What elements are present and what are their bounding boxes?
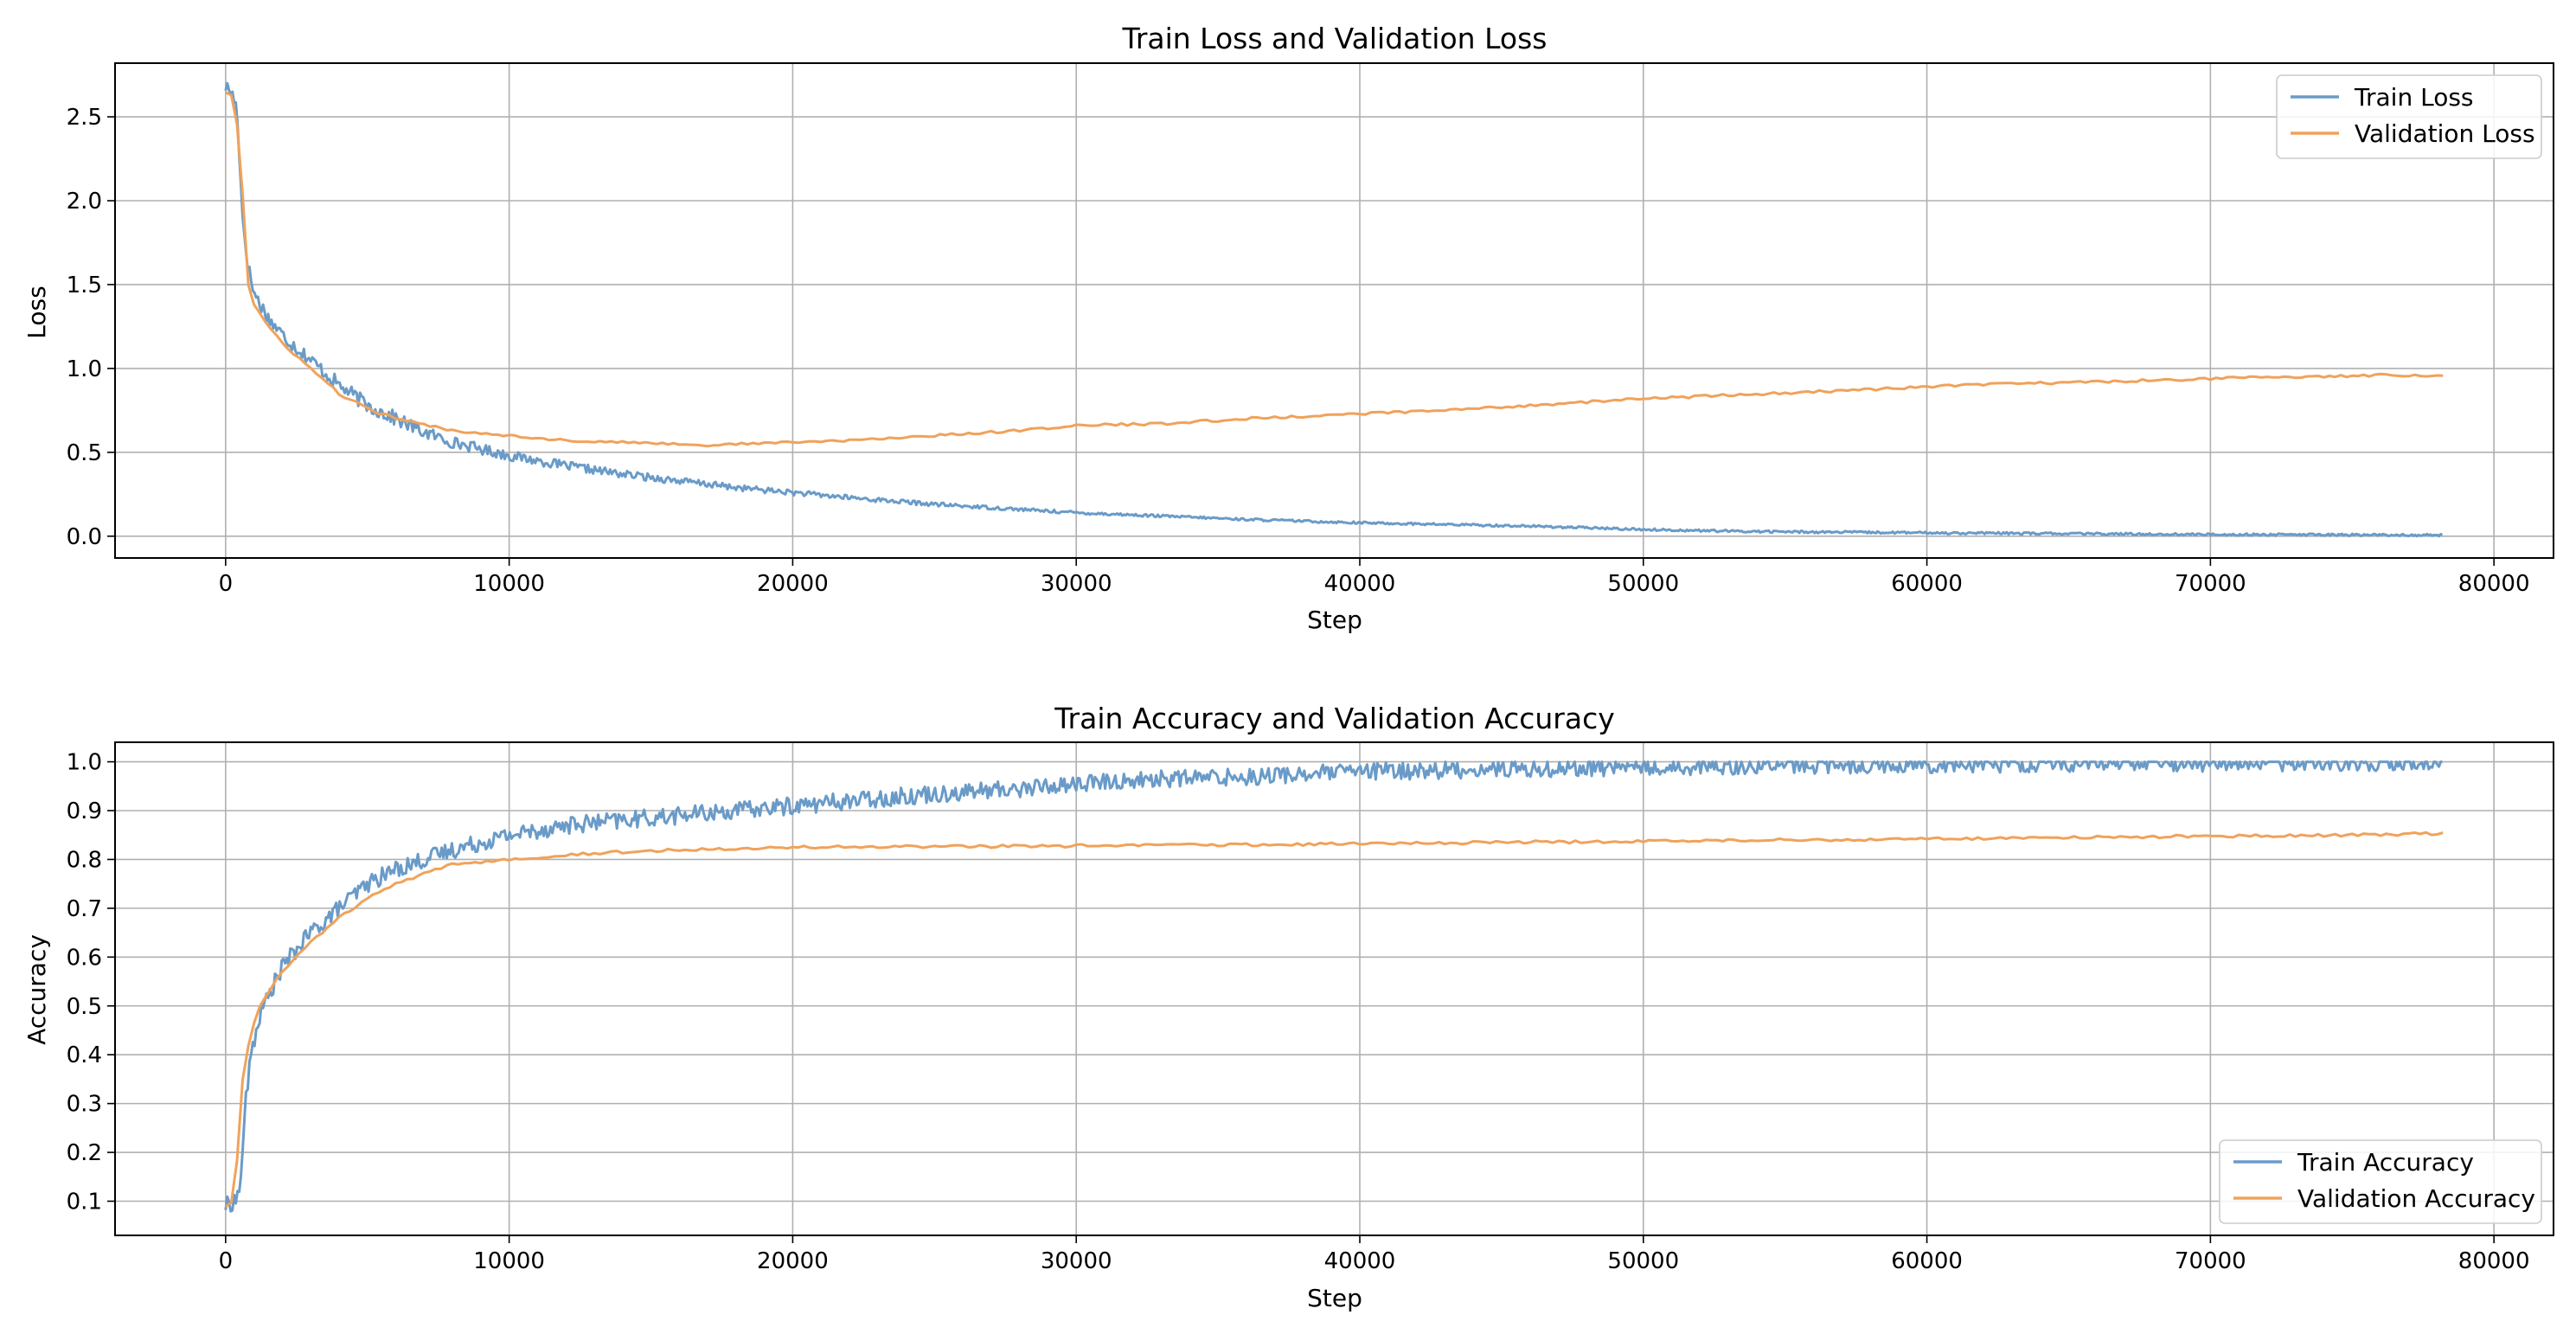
accuracy-ytick-label: 0.2 (67, 1140, 102, 1166)
loss-ytick-label: 1.0 (67, 356, 102, 382)
accuracy-legend-box (2219, 1139, 2542, 1224)
accuracy-legend-label-1: Validation Accuracy (2297, 1184, 2535, 1213)
accuracy-series-1 (224, 831, 2444, 1209)
accuracy-ytick-label: 0.7 (67, 896, 102, 922)
accuracy-legend: Train Accuracy Validation Accuracy (2219, 1139, 2542, 1224)
loss-ytick-label: 0.0 (67, 524, 102, 550)
loss-xtick-label: 10000 (473, 571, 545, 597)
accuracy-ytick-label: 0.5 (67, 994, 102, 1020)
accuracy-xtick-label: 60000 (1891, 1248, 1963, 1274)
accuracy-xtick-label: 50000 (1607, 1248, 1679, 1274)
accuracy-chart: Train Accuracy and Validation Accuracy S… (22, 702, 2554, 1312)
loss-xtick-label: 50000 (1607, 571, 1679, 597)
accuracy-chart-xlabel: Step (1307, 1284, 1362, 1312)
loss-legend-label-0: Train Loss (2354, 83, 2474, 112)
accuracy-ytick-label: 0.3 (67, 1092, 102, 1118)
loss-xtick-label: 30000 (1041, 571, 1112, 597)
loss-ytick-label: 2.5 (67, 105, 102, 131)
loss-legend-label-1: Validation Loss (2355, 119, 2535, 148)
loss-legend-box (2276, 74, 2542, 159)
accuracy-ytick-label: 0.8 (67, 847, 102, 873)
accuracy-ytick-label: 0.4 (67, 1042, 102, 1068)
loss-chart-title: Train Loss and Validation Loss (1122, 22, 1548, 55)
loss-xtick-label: 70000 (2175, 571, 2246, 597)
accuracy-xtick-label: 70000 (2175, 1248, 2246, 1274)
loss-ytick-label: 1.5 (67, 273, 102, 298)
loss-xtick-label: 40000 (1324, 571, 1396, 597)
accuracy-axes-frame (114, 741, 2554, 1236)
loss-chart: Train Loss and Validation Loss Step Loss… (22, 22, 2554, 634)
accuracy-chart-ylabel: Accuracy (22, 934, 51, 1045)
loss-xtick-label: 60000 (1891, 571, 1963, 597)
loss-ytick-label: 2.0 (67, 189, 102, 215)
accuracy-ytick-label: 1.0 (67, 750, 102, 776)
accuracy-xtick-label: 40000 (1324, 1248, 1396, 1274)
accuracy-xtick-label: 20000 (757, 1248, 829, 1274)
loss-legend: Train Loss Validation Loss (2276, 74, 2542, 159)
loss-ytick-label: 0.5 (67, 440, 102, 466)
accuracy-xtick-label: 30000 (1041, 1248, 1112, 1274)
accuracy-legend-label-0: Train Accuracy (2297, 1148, 2474, 1177)
loss-chart-ylabel: Loss (22, 285, 51, 338)
accuracy-xtick-label: 80000 (2458, 1248, 2530, 1274)
accuracy-chart-title: Train Accuracy and Validation Accuracy (1054, 702, 1615, 735)
loss-series-1 (225, 91, 2444, 448)
loss-chart-xlabel: Step (1307, 606, 1362, 634)
accuracy-ytick-label: 0.6 (67, 945, 102, 971)
accuracy-ytick-label: 0.1 (67, 1189, 102, 1215)
accuracy-series-0 (224, 760, 2443, 1213)
accuracy-xtick-label: 0 (219, 1248, 234, 1274)
accuracy-ytick-label: 0.9 (67, 798, 102, 824)
accuracy-xtick-label: 10000 (473, 1248, 545, 1274)
loss-axes-frame (114, 62, 2554, 559)
loss-xtick-label: 20000 (757, 571, 829, 597)
loss-xtick-label: 80000 (2458, 571, 2530, 597)
loss-xtick-label: 0 (219, 571, 234, 597)
loss-series-0 (224, 81, 2444, 538)
